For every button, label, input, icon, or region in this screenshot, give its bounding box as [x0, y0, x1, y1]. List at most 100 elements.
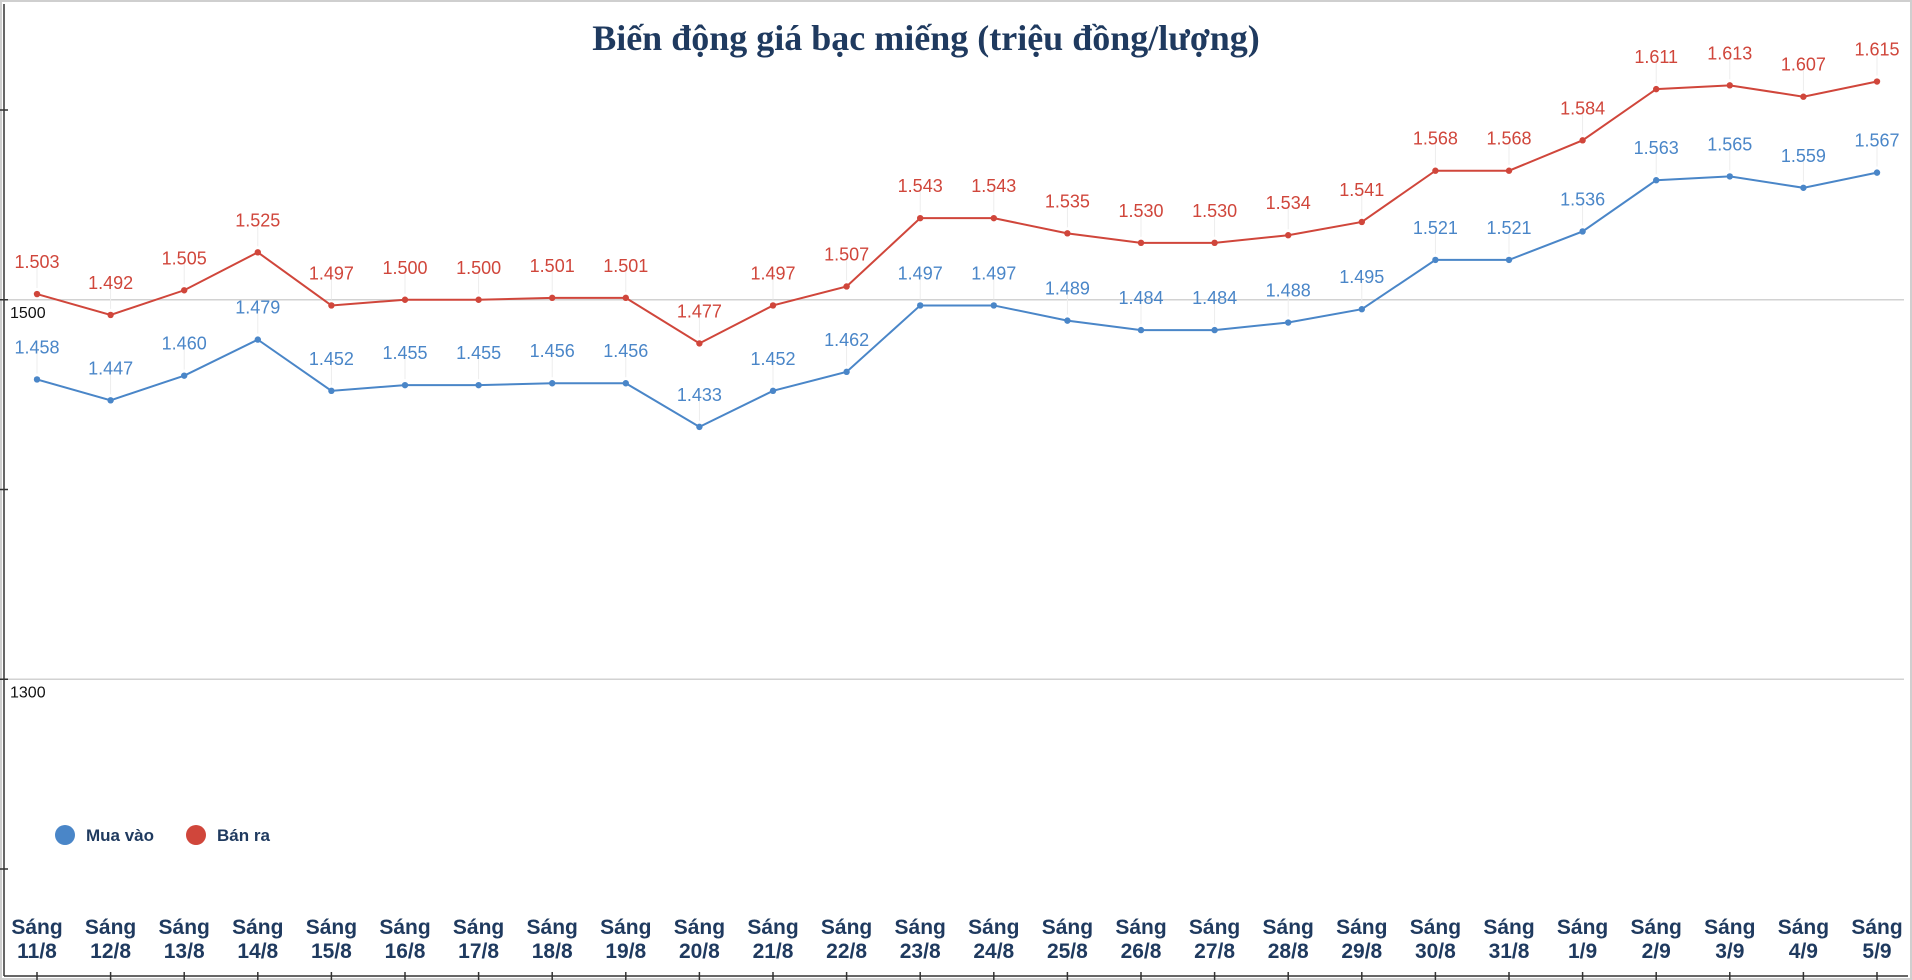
data-point — [1211, 326, 1218, 334]
data-point — [1800, 93, 1807, 100]
data-point — [1432, 256, 1439, 264]
x-tick-line-2: 22/8 — [826, 940, 867, 963]
data-point — [107, 311, 114, 319]
data-point — [254, 249, 261, 256]
x-tick-label: Sáng 3/9 — [1704, 916, 1755, 963]
data-point — [1137, 239, 1145, 247]
data-label: 1.568 — [1486, 129, 1531, 149]
data-point — [990, 302, 997, 309]
data-label: 1.500 — [382, 258, 427, 278]
series-line-mua-vao — [36, 171, 1878, 429]
x-tick-line-2: 17/8 — [458, 940, 499, 963]
data-label: 1.452 — [309, 349, 354, 369]
data-point — [1653, 177, 1660, 184]
data-point — [1358, 306, 1366, 313]
x-tick-line-2: 15/8 — [311, 940, 352, 963]
data-label: 1.479 — [235, 298, 280, 318]
data-label-layer: 1.458 1.447 1.460 1.479 1.452 1.455 1.455 1.456… — [14, 40, 1900, 421]
x-tick-line-2: 29/8 — [1341, 940, 1382, 963]
data-point — [401, 296, 409, 303]
data-label: 1.507 — [824, 244, 869, 264]
x-tick-line-1: Sáng — [85, 916, 136, 939]
x-tick-line-2: 26/8 — [1121, 940, 1162, 963]
data-point — [1358, 218, 1366, 226]
x-tick-label: Sáng 22/8 — [821, 916, 872, 963]
x-tick-line-1: Sáng — [527, 916, 578, 939]
data-point — [401, 381, 409, 389]
x-tick-label: Sáng 18/8 — [527, 916, 578, 963]
x-tick-line-1: Sáng — [1263, 916, 1314, 939]
x-tick-line-2: 31/8 — [1489, 940, 1530, 963]
data-label: 1.607 — [1781, 55, 1826, 75]
data-label: 1.530 — [1118, 201, 1163, 221]
x-tick-line-1: Sáng — [1778, 916, 1829, 939]
data-label: 1.584 — [1560, 98, 1605, 118]
data-point — [843, 283, 850, 290]
data-label: 1.477 — [677, 301, 722, 321]
x-tick-line-1: Sáng — [1115, 916, 1166, 939]
data-point — [769, 387, 777, 395]
x-tick-label: Sáng 28/8 — [1263, 916, 1314, 963]
x-tick-line-2: 2/9 — [1642, 940, 1671, 963]
x-tick-line-2: 14/8 — [237, 940, 278, 963]
data-point — [1505, 167, 1513, 174]
data-label: 1.615 — [1854, 40, 1899, 60]
legend-marker-ban-ra — [186, 825, 206, 845]
x-tick-label: Sáng 24/8 — [968, 916, 1019, 963]
x-tick-line-2: 12/8 — [90, 940, 131, 963]
x-tick-line-2: 24/8 — [973, 940, 1014, 963]
data-label: 1.497 — [898, 263, 943, 283]
data-point — [1285, 319, 1292, 326]
data-label: 1.567 — [1854, 131, 1899, 151]
x-tick-line-1: Sáng — [232, 916, 283, 939]
data-label: 1.484 — [1118, 288, 1163, 308]
data-label: 1.495 — [1339, 267, 1384, 287]
x-tick-line-1: Sáng — [1704, 916, 1755, 939]
data-point — [1432, 167, 1439, 174]
data-label: 1.568 — [1413, 129, 1458, 149]
data-point — [475, 296, 482, 303]
data-label: 1.433 — [677, 385, 722, 405]
data-point — [696, 423, 703, 431]
x-tick-label: Sáng 4/9 — [1778, 916, 1829, 963]
x-tick-line-1: Sáng — [453, 916, 504, 939]
data-label: 1.497 — [750, 263, 795, 283]
x-tick-line-2: 11/8 — [17, 940, 57, 963]
x-tick-line-2: 3/9 — [1715, 940, 1744, 963]
x-tick-line-1: Sáng — [1410, 916, 1461, 939]
x-tick-label: Sáng 11/8 — [11, 916, 62, 963]
data-point — [1579, 137, 1586, 144]
data-label: 1.534 — [1266, 193, 1311, 213]
data-label: 1.521 — [1413, 218, 1458, 238]
data-label: 1.488 — [1266, 281, 1311, 301]
x-tick-line-2: 1/9 — [1568, 940, 1597, 963]
data-label: 1.456 — [603, 341, 648, 361]
x-tick-line-2: 30/8 — [1415, 940, 1456, 963]
data-label: 1.559 — [1781, 146, 1826, 166]
x-tick-label: Sáng 12/8 — [85, 916, 136, 963]
x-tick-line-2: 21/8 — [753, 940, 794, 963]
x-tick-line-2: 18/8 — [532, 940, 573, 963]
x-tick-line-2: 19/8 — [605, 940, 646, 963]
data-label: 1.525 — [235, 210, 280, 230]
data-point — [1873, 78, 1881, 85]
x-tick-line-1: Sáng — [821, 916, 872, 939]
x-tick-label: Sáng 23/8 — [895, 916, 946, 963]
data-label: 1.611 — [1634, 47, 1678, 67]
x-tick-line-1: Sáng — [1483, 916, 1534, 939]
x-tick-line-1: Sáng — [1557, 916, 1608, 939]
legend-label-mua-vao: Mua vào — [86, 826, 154, 845]
data-point — [328, 387, 335, 395]
x-tick-line-2: 4/9 — [1789, 940, 1818, 963]
data-point — [1064, 317, 1071, 324]
data-label: 1.455 — [382, 343, 427, 363]
data-label: 1.535 — [1045, 191, 1090, 211]
x-tick-line-2: 5/9 — [1862, 940, 1891, 963]
x-tick-line-1: Sáng — [379, 916, 430, 939]
data-label: 1.530 — [1192, 201, 1237, 221]
x-tick-label: Sáng 20/8 — [674, 916, 725, 963]
data-label: 1.497 — [309, 263, 354, 283]
x-tick-line-1: Sáng — [306, 916, 357, 939]
